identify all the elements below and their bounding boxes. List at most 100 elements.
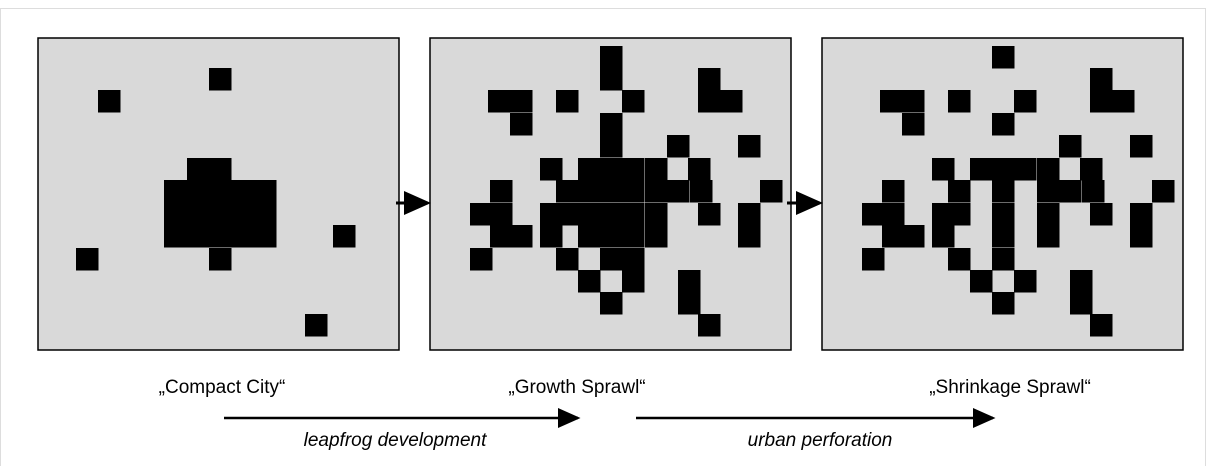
cell: [902, 113, 925, 136]
cell: [578, 203, 601, 226]
cell: [510, 225, 533, 248]
cell: [992, 113, 1015, 136]
cell: [186, 180, 209, 203]
cell: [1130, 203, 1153, 226]
cell: [622, 225, 645, 248]
cell: [622, 248, 645, 271]
cell: [470, 248, 493, 271]
cell: [902, 90, 925, 113]
cell: [1090, 203, 1113, 226]
stage-label: „Growth Sprawl“: [508, 377, 645, 398]
cell: [622, 90, 645, 113]
cell: [578, 270, 601, 293]
process-label: leapfrog development: [304, 430, 487, 451]
cell: [254, 202, 277, 225]
cell: [992, 46, 1015, 69]
cell: [231, 202, 254, 225]
cell: [490, 203, 513, 226]
cell: [698, 90, 721, 113]
cell: [622, 270, 645, 293]
cell: [490, 225, 513, 248]
cell: [738, 225, 761, 248]
cell: [578, 180, 601, 203]
cell: [600, 292, 623, 315]
panels: [37, 37, 1184, 351]
cell: [1070, 270, 1093, 293]
cell: [698, 314, 721, 337]
cell: [600, 248, 623, 271]
cell: [490, 180, 513, 203]
cell: [164, 202, 187, 225]
cell: [600, 225, 623, 248]
cell: [254, 180, 277, 203]
cell: [231, 180, 254, 203]
cell: [333, 225, 356, 248]
cell: [556, 203, 579, 226]
cell: [622, 203, 645, 226]
cell: [698, 203, 721, 226]
cell: [678, 270, 701, 293]
cell: [600, 68, 623, 91]
cell: [76, 248, 99, 271]
cell: [578, 225, 601, 248]
cell: [1130, 135, 1153, 158]
cell: [600, 46, 623, 69]
cell: [688, 158, 711, 181]
cell: [645, 158, 668, 181]
cell: [231, 225, 254, 248]
cell: [678, 292, 701, 315]
cell: [209, 158, 232, 181]
cell: [862, 248, 885, 271]
cell: [667, 180, 690, 203]
cell: [186, 202, 209, 225]
cell: [209, 248, 232, 271]
cell: [1037, 158, 1060, 181]
cell: [932, 158, 955, 181]
cell: [510, 113, 533, 136]
cell: [1059, 135, 1082, 158]
cell: [720, 90, 743, 113]
cell: [556, 180, 579, 203]
cell: [1014, 90, 1037, 113]
cell: [209, 180, 232, 203]
cell: [600, 158, 623, 181]
cell: [556, 90, 579, 113]
cell: [1090, 314, 1113, 337]
cell: [992, 203, 1015, 226]
cell: [600, 113, 623, 136]
cell: [1059, 180, 1082, 203]
stage-label: „Compact City“: [159, 377, 286, 398]
cell: [305, 314, 328, 337]
cell: [254, 225, 277, 248]
cell: [164, 225, 187, 248]
cell: [1037, 180, 1060, 203]
cell: [470, 203, 493, 226]
stage-label: „Shrinkage Sprawl“: [929, 377, 1091, 398]
cell: [1152, 180, 1175, 203]
cell: [187, 158, 210, 181]
cell: [1037, 225, 1060, 248]
cell: [600, 135, 623, 158]
cell: [948, 180, 971, 203]
cell: [209, 225, 232, 248]
cell: [882, 203, 905, 226]
cell: [948, 90, 971, 113]
cell: [1090, 68, 1113, 91]
cell: [970, 158, 993, 181]
cell: [880, 90, 903, 113]
cell: [882, 180, 905, 203]
cell: [1090, 90, 1113, 113]
cell: [738, 135, 761, 158]
cell: [209, 202, 232, 225]
cell: [510, 90, 533, 113]
cell: [698, 68, 721, 91]
cell: [948, 203, 971, 226]
cell: [488, 90, 511, 113]
cell: [578, 158, 601, 181]
cell: [1082, 180, 1105, 203]
cell: [1130, 225, 1153, 248]
cell: [932, 225, 955, 248]
cell: [1070, 292, 1093, 315]
cell: [1014, 270, 1037, 293]
cell: [645, 203, 668, 226]
